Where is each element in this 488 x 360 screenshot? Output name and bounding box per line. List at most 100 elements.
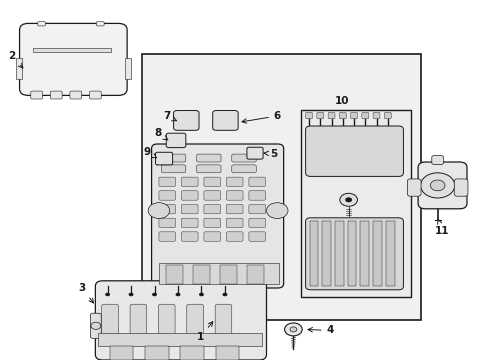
FancyBboxPatch shape	[181, 204, 198, 214]
FancyBboxPatch shape	[305, 126, 403, 176]
FancyBboxPatch shape	[407, 179, 420, 196]
Bar	[110, 346, 133, 360]
Text: 6: 6	[242, 111, 281, 123]
FancyBboxPatch shape	[305, 112, 312, 119]
FancyBboxPatch shape	[248, 232, 265, 241]
FancyBboxPatch shape	[181, 191, 198, 200]
FancyBboxPatch shape	[231, 165, 256, 173]
FancyBboxPatch shape	[384, 112, 390, 119]
Bar	[33, 48, 111, 52]
FancyBboxPatch shape	[70, 91, 81, 99]
FancyBboxPatch shape	[159, 204, 175, 214]
Circle shape	[420, 173, 454, 198]
FancyBboxPatch shape	[339, 112, 346, 119]
FancyBboxPatch shape	[159, 191, 175, 200]
Circle shape	[222, 293, 227, 296]
FancyBboxPatch shape	[159, 232, 175, 241]
FancyBboxPatch shape	[102, 304, 118, 342]
FancyBboxPatch shape	[226, 177, 243, 186]
FancyBboxPatch shape	[159, 218, 175, 228]
Bar	[180, 346, 203, 360]
FancyBboxPatch shape	[203, 191, 220, 200]
Text: 10: 10	[334, 96, 349, 106]
Circle shape	[284, 323, 302, 336]
FancyBboxPatch shape	[327, 112, 334, 119]
FancyBboxPatch shape	[248, 191, 265, 200]
Bar	[98, 333, 261, 346]
Bar	[347, 221, 356, 286]
Text: 4: 4	[307, 325, 333, 336]
FancyBboxPatch shape	[90, 313, 101, 338]
Circle shape	[199, 293, 203, 296]
Circle shape	[91, 322, 101, 329]
FancyBboxPatch shape	[96, 22, 104, 26]
Bar	[300, 110, 410, 297]
Circle shape	[289, 327, 296, 332]
FancyBboxPatch shape	[31, 91, 42, 99]
FancyBboxPatch shape	[130, 304, 146, 342]
FancyBboxPatch shape	[453, 179, 467, 196]
FancyBboxPatch shape	[89, 91, 101, 99]
FancyBboxPatch shape	[372, 112, 379, 119]
Circle shape	[339, 193, 357, 206]
Bar	[215, 346, 239, 360]
FancyBboxPatch shape	[431, 156, 443, 165]
FancyBboxPatch shape	[361, 112, 368, 119]
FancyBboxPatch shape	[186, 304, 203, 342]
FancyBboxPatch shape	[181, 232, 198, 241]
FancyBboxPatch shape	[181, 177, 198, 186]
Circle shape	[345, 197, 351, 202]
FancyBboxPatch shape	[215, 304, 231, 342]
FancyBboxPatch shape	[248, 204, 265, 214]
FancyBboxPatch shape	[155, 152, 172, 165]
FancyBboxPatch shape	[316, 112, 323, 119]
FancyBboxPatch shape	[417, 162, 466, 209]
FancyBboxPatch shape	[203, 232, 220, 241]
FancyBboxPatch shape	[95, 281, 266, 360]
Text: 3: 3	[78, 283, 93, 303]
FancyBboxPatch shape	[20, 23, 127, 95]
FancyBboxPatch shape	[151, 144, 283, 288]
FancyBboxPatch shape	[50, 91, 62, 99]
Text: 1: 1	[197, 321, 212, 342]
FancyBboxPatch shape	[181, 218, 198, 228]
FancyBboxPatch shape	[161, 154, 185, 162]
FancyBboxPatch shape	[158, 304, 175, 342]
Text: 9: 9	[143, 147, 156, 158]
FancyBboxPatch shape	[166, 133, 185, 148]
Bar	[385, 221, 394, 286]
FancyBboxPatch shape	[231, 154, 256, 162]
Bar	[16, 58, 22, 79]
Bar	[193, 265, 210, 284]
FancyBboxPatch shape	[203, 177, 220, 186]
FancyBboxPatch shape	[226, 191, 243, 200]
FancyBboxPatch shape	[196, 165, 221, 173]
Circle shape	[148, 203, 169, 219]
FancyBboxPatch shape	[196, 154, 221, 162]
Text: 8: 8	[154, 128, 167, 140]
Bar	[322, 221, 330, 286]
FancyBboxPatch shape	[159, 177, 175, 186]
Text: 5: 5	[264, 149, 277, 159]
FancyBboxPatch shape	[203, 204, 220, 214]
FancyBboxPatch shape	[350, 112, 357, 119]
Circle shape	[175, 293, 180, 296]
Bar	[372, 221, 381, 286]
FancyBboxPatch shape	[248, 177, 265, 186]
Bar	[124, 58, 130, 79]
FancyBboxPatch shape	[173, 111, 199, 130]
Bar	[166, 265, 183, 284]
Bar	[246, 265, 264, 284]
FancyBboxPatch shape	[305, 218, 403, 290]
FancyBboxPatch shape	[203, 218, 220, 228]
Bar	[159, 263, 278, 284]
FancyBboxPatch shape	[246, 147, 263, 159]
FancyBboxPatch shape	[248, 218, 265, 228]
Bar	[334, 221, 343, 286]
Circle shape	[105, 293, 110, 296]
Text: 11: 11	[434, 220, 449, 236]
Circle shape	[128, 293, 133, 296]
FancyBboxPatch shape	[161, 165, 185, 173]
Circle shape	[429, 180, 444, 191]
Text: 2: 2	[9, 51, 23, 68]
